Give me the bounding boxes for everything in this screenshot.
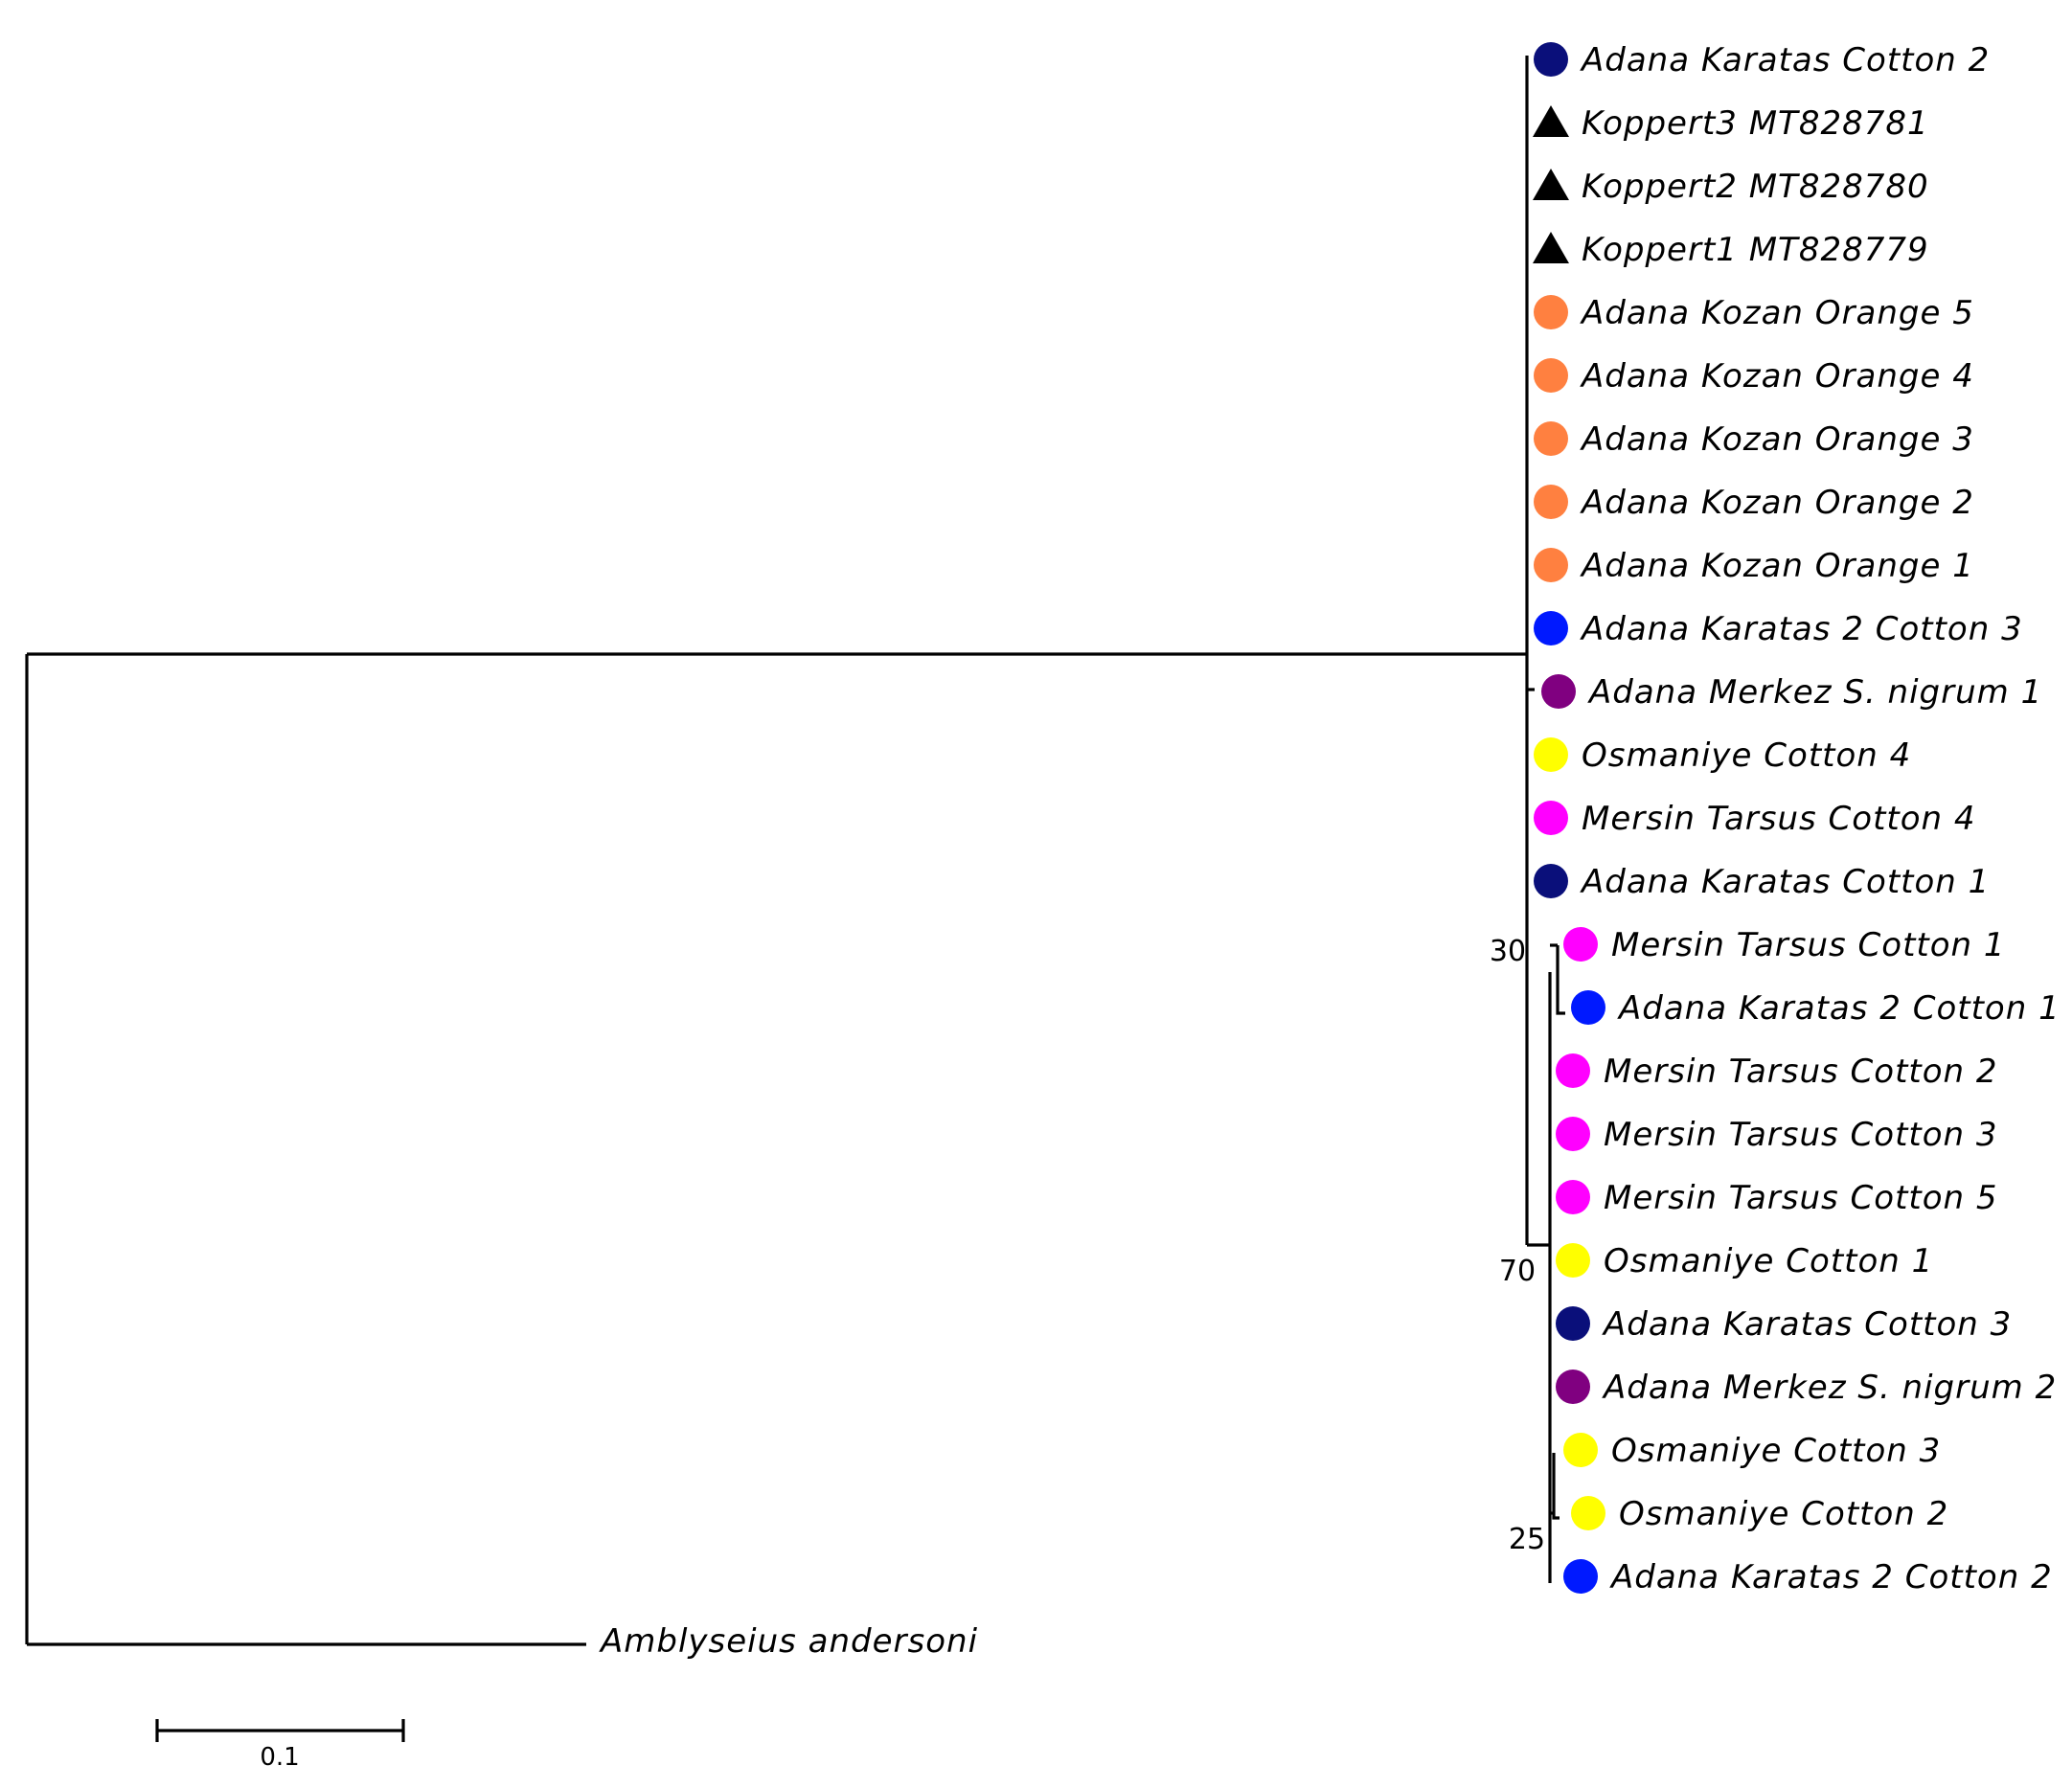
taxon-label: Adana Karatas Cotton 1	[1580, 863, 1990, 901]
taxon-label: Mersin Tarsus Cotton 1	[1611, 926, 2006, 964]
circle-marker-icon	[1534, 485, 1568, 519]
scale-bar	[155, 1719, 405, 1742]
taxon-label: Mersin Tarsus Cotton 5	[1604, 1179, 1998, 1217]
circle-marker-icon	[1563, 1433, 1598, 1467]
taxon-label: Adana Merkez S. nigrum 1	[1587, 673, 2042, 712]
circle-marker-icon	[1556, 1243, 1590, 1278]
taxon-label: Adana Kozan Orange 2	[1580, 484, 1974, 522]
circle-marker-icon	[1563, 1559, 1598, 1594]
circle-marker-icon	[1534, 737, 1568, 772]
tree-branches	[25, 56, 1565, 1646]
bootstrap-value-30: 30	[1490, 935, 1526, 968]
taxon-markers	[1533, 42, 1605, 1594]
bootstrap-value-25: 25	[1509, 1523, 1545, 1556]
outgroup-label: Amblyseius andersoni	[599, 1622, 978, 1661]
circle-marker-icon	[1571, 1496, 1605, 1530]
circle-marker-icon	[1563, 927, 1598, 962]
taxon-label: Osmaniye Cotton 3	[1611, 1432, 1941, 1470]
circle-marker-icon	[1556, 1306, 1590, 1341]
taxon-label: Adana Kozan Orange 5	[1580, 294, 1974, 332]
taxon-label: Osmaniye Cotton 4	[1582, 736, 1911, 775]
circle-marker-icon	[1556, 1117, 1590, 1151]
circle-marker-icon	[1571, 990, 1605, 1025]
circle-marker-icon	[1534, 421, 1568, 456]
circle-marker-icon	[1541, 674, 1576, 709]
clade-30-vertical-branch	[1556, 945, 1565, 1015]
taxon-label: Adana Karatas Cotton 2	[1580, 41, 1990, 79]
taxon-label: Adana Kozan Orange 4	[1580, 357, 1974, 396]
taxon-label: Mersin Tarsus Cotton 3	[1604, 1116, 1998, 1154]
circle-marker-icon	[1556, 1180, 1590, 1214]
taxon-label: Koppert1 MT828779	[1582, 231, 1929, 269]
circle-marker-icon	[1534, 801, 1568, 835]
taxon-label: Mersin Tarsus Cotton 4	[1582, 800, 1976, 838]
taxon-label: Koppert2 MT828780	[1582, 168, 1929, 206]
circle-marker-icon	[1534, 295, 1568, 329]
circle-marker-icon	[1534, 611, 1568, 645]
taxon-label: Adana Karatas 2 Cotton 1	[1617, 989, 2061, 1028]
circle-marker-icon	[1534, 358, 1568, 393]
circle-marker-icon	[1534, 42, 1568, 77]
taxon-label: Koppert3 MT828781	[1582, 104, 1929, 143]
taxon-label: Osmaniye Cotton 1	[1604, 1242, 1933, 1280]
taxon-label: Adana Merkez S. nigrum 2	[1602, 1369, 2057, 1407]
bootstrap-value-70: 70	[1499, 1255, 1536, 1288]
circle-marker-icon	[1556, 1053, 1590, 1088]
triangle-marker-icon	[1533, 105, 1569, 137]
triangle-marker-icon	[1533, 232, 1569, 263]
taxon-labels: Adana Karatas Cotton 2 Koppert3 MT828781 K…	[1580, 41, 2061, 1596]
clade-25-vertical-branch	[1552, 1453, 1560, 1520]
taxon-label: Adana Karatas 2 Cotton 3	[1580, 610, 2023, 648]
taxon-label: Adana Kozan Orange 3	[1580, 420, 1974, 459]
circle-marker-icon	[1534, 548, 1568, 582]
circle-marker-icon	[1556, 1370, 1590, 1404]
scale-bar-label: 0.1	[260, 1743, 299, 1766]
taxon-label: Adana Kozan Orange 1	[1580, 547, 1974, 585]
taxon-label: Mersin Tarsus Cotton 2	[1604, 1053, 1998, 1091]
taxon-label: Adana Karatas Cotton 3	[1602, 1305, 2012, 1344]
taxon-label: Adana Karatas 2 Cotton 2	[1609, 1558, 2053, 1596]
taxon-label: Osmaniye Cotton 2	[1619, 1495, 1948, 1533]
triangle-marker-icon	[1533, 169, 1569, 200]
circle-marker-icon	[1534, 864, 1568, 898]
